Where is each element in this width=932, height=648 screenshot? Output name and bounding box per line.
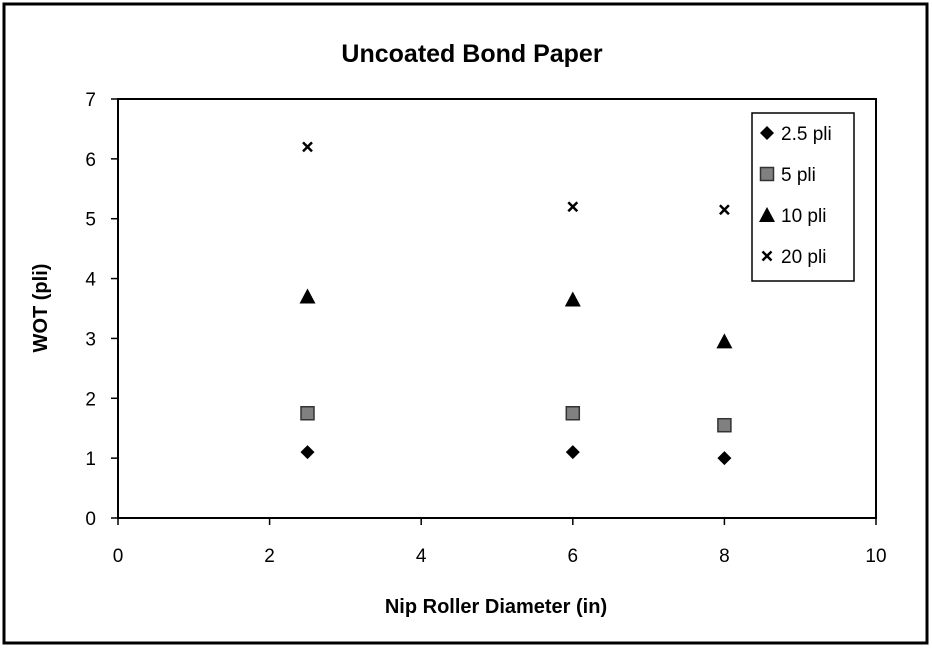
point-triangle	[564, 291, 581, 307]
x-axis: 0 2 4 6 8 10	[113, 518, 887, 567]
point-x	[302, 141, 313, 153]
legend-label: 2.5 pli	[781, 124, 832, 145]
point-x	[719, 204, 730, 216]
point-diamond	[565, 445, 580, 460]
y-axis: 0 1 2 3 4 5 6 7	[85, 90, 118, 530]
point-triangle	[716, 333, 733, 349]
x-tick-label: 8	[719, 546, 730, 567]
x-tick-label: 2	[264, 546, 275, 567]
y-tick-label: 0	[85, 509, 96, 530]
y-tick-label: 2	[85, 389, 96, 410]
point-x	[567, 201, 579, 213]
plot-area	[117, 98, 877, 519]
legend: 2.5 pli 5 pli 10 pli 20 pli	[751, 112, 855, 282]
point-square	[717, 417, 732, 433]
legend-marker-diamond	[760, 126, 774, 140]
y-tick-label: 6	[85, 150, 96, 171]
y-tick-label: 5	[85, 210, 96, 231]
legend-marker-triangle	[759, 207, 775, 222]
data-points	[299, 141, 733, 466]
point-diamond	[300, 445, 315, 460]
y-tick-label: 3	[85, 329, 96, 350]
chart-title: Uncoated Bond Paper	[341, 40, 602, 68]
legend-marker-x	[761, 250, 773, 262]
point-diamond	[717, 451, 732, 466]
x-tick-label: 4	[416, 546, 427, 567]
y-tick-label: 7	[85, 90, 96, 111]
point-triangle	[299, 288, 316, 304]
legend-label: 20 pli	[781, 247, 826, 268]
point-square	[300, 406, 315, 421]
x-tick-label: 10	[865, 546, 886, 567]
x-tick-label: 6	[568, 546, 579, 567]
legend-marker-square	[759, 166, 775, 182]
point-square	[565, 406, 581, 421]
x-tick-label: 0	[113, 546, 124, 567]
y-tick-label: 1	[85, 449, 96, 470]
x-axis-label: Nip Roller Diameter (in)	[385, 596, 607, 618]
legend-label: 10 pli	[781, 206, 826, 227]
y-axis-label: WOT (pli)	[30, 264, 52, 353]
legend-label: 5 pli	[781, 165, 816, 186]
y-tick-label: 4	[85, 270, 96, 291]
